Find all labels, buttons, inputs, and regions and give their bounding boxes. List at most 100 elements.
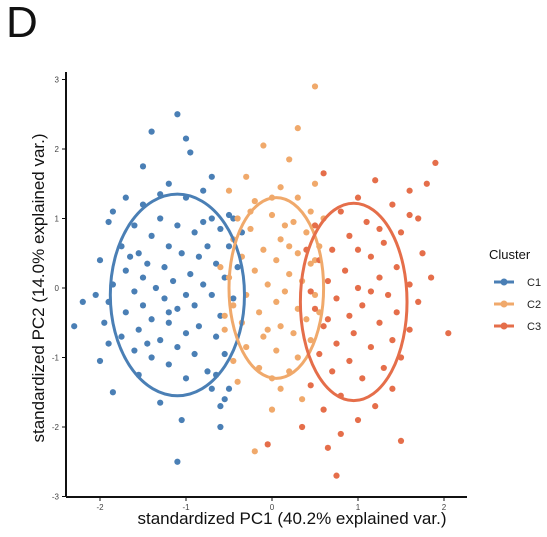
point-c1: [161, 295, 168, 302]
point-c1: [221, 350, 228, 358]
point-c1: [139, 302, 147, 309]
point-c3: [428, 274, 435, 281]
legend-label-c2: C2: [527, 299, 541, 311]
point-c2: [251, 448, 258, 455]
point-c1: [191, 229, 198, 236]
point-c1: [182, 375, 190, 382]
point-c2: [277, 385, 284, 392]
point-c3: [376, 274, 383, 281]
point-c1: [234, 264, 241, 271]
point-c2: [225, 187, 233, 194]
x-tick-label: -2: [96, 503, 104, 512]
point-c1: [79, 298, 86, 305]
point-c1: [139, 274, 147, 281]
point-c1: [165, 319, 172, 326]
point-c2: [281, 222, 288, 229]
point-c1: [208, 385, 215, 392]
point-c1: [165, 243, 172, 250]
point-c2: [294, 194, 301, 201]
point-c3: [432, 159, 439, 166]
point-c2: [264, 326, 271, 333]
point-c1: [139, 163, 147, 170]
point-c3: [372, 177, 379, 184]
point-c3: [311, 305, 319, 312]
y-axis-title: standardized PC2 (14.0% explained var.): [29, 133, 48, 442]
point-c3: [393, 264, 400, 271]
point-c1: [131, 347, 138, 354]
point-c3: [307, 288, 314, 295]
point-c3: [406, 326, 413, 333]
point-c2: [221, 312, 228, 319]
point-c2: [230, 357, 237, 365]
point-c2: [281, 288, 288, 295]
point-c3: [376, 319, 383, 326]
point-c1: [200, 187, 207, 194]
point-c2: [307, 208, 314, 215]
point-c3: [342, 267, 349, 274]
point-c3: [316, 350, 323, 358]
point-c2: [260, 142, 267, 149]
point-c1: [105, 340, 112, 347]
legend-key-dot: [500, 278, 508, 286]
point-c2: [268, 211, 276, 219]
point-c2: [294, 125, 301, 132]
point-c1: [230, 215, 237, 222]
legend-key-dot: [500, 322, 508, 330]
point-c1: [213, 260, 220, 267]
point-c2: [307, 337, 314, 344]
x-tick-label: 1: [356, 503, 361, 512]
point-c1: [208, 291, 215, 299]
point-c3: [299, 423, 306, 431]
point-c3: [320, 406, 327, 413]
point-c2: [303, 316, 310, 323]
point-c2: [294, 250, 301, 257]
point-c2: [273, 298, 280, 305]
point-c1: [105, 218, 112, 226]
point-c2: [277, 184, 284, 191]
point-c1: [131, 222, 138, 229]
point-c3: [354, 416, 362, 424]
x-tick-label: -1: [182, 503, 190, 512]
point-c2: [307, 260, 314, 267]
y-tick-label: -1: [52, 354, 60, 363]
point-c2: [268, 406, 276, 413]
point-c2: [260, 333, 267, 340]
point-c2: [243, 173, 250, 180]
y-tick-label: -2: [52, 423, 60, 432]
point-c2: [286, 243, 293, 250]
point-c3: [324, 444, 331, 451]
point-c1: [157, 399, 164, 406]
point-c3: [380, 239, 387, 246]
point-c3: [333, 472, 340, 479]
point-c3: [333, 295, 340, 302]
legend-label-c3: C3: [527, 321, 541, 333]
x-tick-label: 2: [442, 503, 447, 512]
point-c2: [290, 330, 297, 337]
point-c1: [152, 284, 159, 292]
point-c2: [251, 267, 258, 274]
point-c2: [311, 291, 319, 299]
point-c3: [380, 364, 387, 372]
point-c2: [217, 264, 224, 271]
point-c2: [286, 156, 293, 163]
point-c1: [195, 323, 202, 330]
point-c3: [354, 194, 362, 201]
point-c2: [256, 309, 263, 316]
point-c1: [135, 326, 142, 333]
point-c2: [273, 347, 280, 354]
point-c1: [174, 305, 181, 312]
point-c1: [122, 194, 129, 201]
point-c2: [311, 180, 319, 187]
point-c1: [191, 302, 198, 309]
point-c3: [419, 250, 426, 257]
point-c1: [208, 215, 215, 222]
point-c2: [234, 378, 241, 385]
point-c3: [333, 340, 340, 347]
point-c1: [148, 128, 155, 135]
y-tick-label: 2: [55, 145, 60, 154]
point-c1: [182, 291, 190, 299]
point-c2: [230, 302, 237, 309]
point-c1: [225, 385, 233, 392]
point-c1: [144, 260, 151, 267]
